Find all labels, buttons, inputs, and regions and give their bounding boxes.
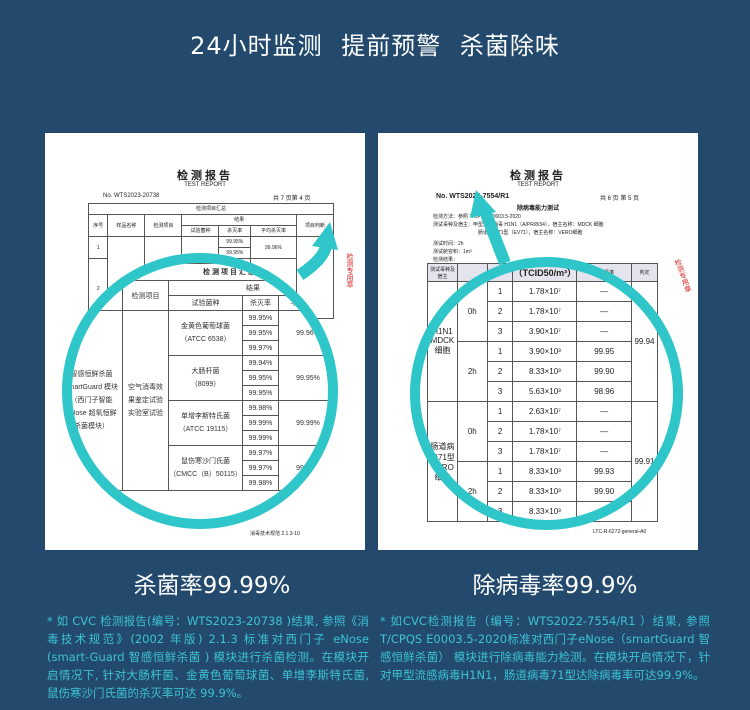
kill-rate: 99.95% — [242, 325, 279, 341]
red-stamp: 检测专用章 — [346, 253, 354, 288]
strain-name: 鼠伤寒沙门氏菌 （CMCC（B）50115） — [168, 445, 243, 491]
test-item: 空气消毒效果鉴定试验 实验室试验 — [122, 310, 169, 491]
strain-line-2: 肠道病毒71型（EV71），宿主名称：VERO细胞 — [478, 230, 583, 236]
page-info: 共 7 页第 4 页 — [273, 196, 311, 202]
report-footer: 消毒技术规范 2.1.3-10 — [250, 531, 300, 537]
kill-rate: 99.97% — [242, 460, 279, 476]
sample-name: 智感恒鲜杀菌 smartGuard 模块（西门子智能 eNose 超氧恒鲜杀菌模… — [72, 310, 123, 491]
col-rate: 杀灭率 — [242, 295, 279, 311]
chamber-volume: 测试舱容积：1m³ — [433, 249, 472, 255]
strain-name: 金黄色葡萄球菌 （ATCC 6538） — [168, 310, 243, 356]
blank — [72, 280, 123, 311]
kill-rate: 99.94% — [242, 355, 279, 371]
header-cell: 判定 — [631, 263, 658, 282]
col-no: 序号 — [87, 214, 109, 237]
kill-rate: 99.99% — [242, 415, 279, 431]
sterilization-rate-title: 杀菌率99.99% — [133, 573, 291, 599]
average-kill-rate: 99.95% — [278, 355, 328, 401]
kill-rate: 99.95% — [242, 385, 279, 401]
summary-title: 检测项目汇总 — [122, 263, 328, 281]
header-cell: 测试毒种及宿主 — [427, 263, 458, 282]
strain-name: 单增李斯特氏菌 （ATCC 19115） — [168, 400, 243, 446]
col-avg: 平均杀灭率 — [250, 225, 297, 237]
kill-rate: 99.98% — [242, 475, 279, 491]
blank — [72, 263, 123, 281]
col-rate: 杀灭率 — [218, 225, 252, 237]
kill-rate: 99.99% — [242, 430, 279, 446]
method: 检测方法：参照 T/CPQS E0003.5-2020 — [433, 214, 521, 220]
kill-rate: 99.97% — [242, 445, 279, 461]
col-sample: 样品名称 — [107, 214, 146, 237]
kill-rate: 99.95% — [242, 310, 279, 326]
report-number: No. WTS2022-7554/R1 — [436, 193, 510, 200]
average-kill-rate: 99.99% — [278, 400, 328, 446]
rate: 99.95% — [218, 236, 252, 248]
kill-rate: 99.97% — [242, 340, 279, 356]
strain-line-1: 测试毒种及宿主：甲型流感病毒 H1N1（A/PR/8/34），宿主名称：MDCK… — [433, 222, 604, 228]
report-footer: LTC-R-6272-general-A0 — [593, 529, 647, 535]
result-label: 检测结果： — [433, 257, 459, 263]
page-info: 共 6 页 第 5 页 — [600, 196, 640, 202]
section-title: 除病毒能力测试 — [516, 206, 559, 212]
col-strain: 试验菌种 — [181, 225, 220, 237]
col-result: 结果 — [181, 214, 297, 226]
sterilization-caption: * 如 CVC 检测报告(编号：WTS2023-20738 )结果, 参照《消毒… — [47, 614, 369, 700]
average-kill-rate: 99.97% — [278, 445, 328, 491]
report-number: No. WTS2023-20738 — [103, 193, 160, 199]
col-item: 检测项目 — [122, 280, 169, 311]
report-subtitle: TEST REPORT — [184, 182, 226, 188]
kill-rate: 99.98% — [242, 400, 279, 416]
average-kill-rate: 99.96% — [278, 310, 328, 356]
kill-rate: 99.95% — [242, 370, 279, 386]
virus-removal-rate-title: 除病毒率99.9% — [472, 573, 638, 599]
report-title: 检测报告 — [510, 169, 566, 182]
magnified-summary-table: 检测项目汇总 检测项目 结果 试验菌种 杀灭率 平均杀灭率 智感恒鲜杀菌 smartGuar… — [72, 263, 328, 491]
report-title: 检测报告 — [177, 169, 233, 182]
red-stamp: 检测专用章 — [673, 257, 693, 294]
test-time: 测试时间：2h — [433, 241, 464, 247]
avg: 99.96% — [250, 236, 297, 259]
row-no: 1 — [87, 236, 109, 259]
summary-title: 检测项目汇总 — [88, 203, 334, 215]
col-strain: 试验菌种 — [168, 295, 243, 311]
col-judge: 项目判断 — [295, 214, 335, 237]
report-subtitle: TEST REPORT — [517, 182, 559, 188]
magnifier-circle-right — [410, 257, 683, 530]
col-item: 检测项目 — [144, 214, 183, 237]
magnifier-circle-left: 检测项目汇总 检测项目 结果 试验菌种 杀灭率 平均杀灭率 智感恒鲜杀菌 smartGuar… — [62, 253, 338, 529]
col-result: 结果 — [168, 280, 328, 296]
headline: 24小时监测 提前预警 杀菌除味 — [190, 32, 560, 60]
strain-name: 大肠杆菌 （8099） — [168, 355, 243, 401]
virus-removal-caption: * 如CVC检测报告（编号：WTS2022-7554/R1 ）结果, 参照T/C… — [380, 614, 710, 682]
